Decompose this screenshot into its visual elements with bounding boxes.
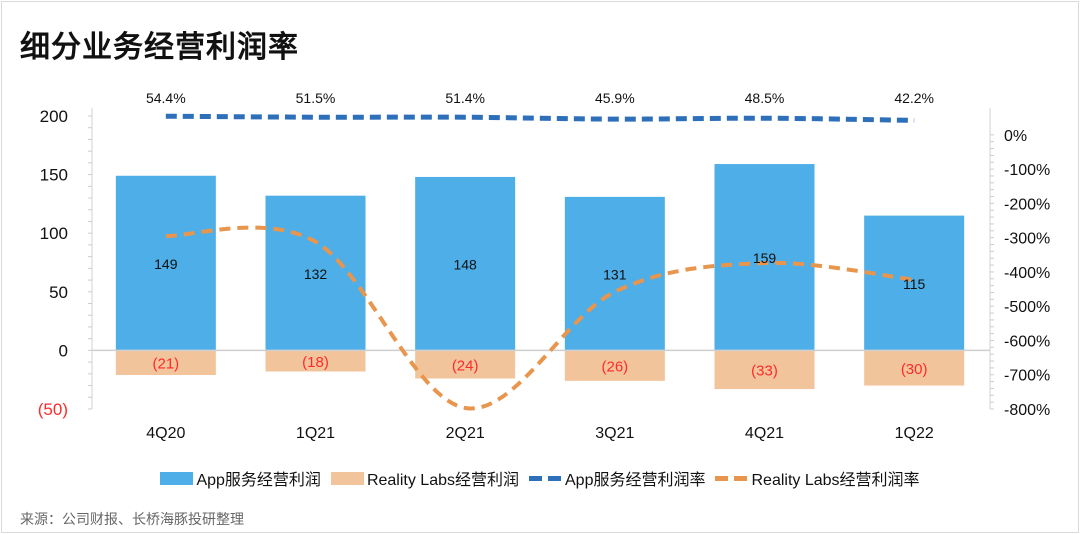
x-tick-label: 4Q20	[146, 425, 185, 442]
legend-swatch	[529, 475, 562, 481]
data-label-rl-profit: (21)	[152, 356, 179, 373]
x-tick-label: 1Q22	[895, 425, 934, 442]
data-label-app-margin: 51.5%	[296, 90, 336, 106]
data-label-app-profit: 115	[903, 276, 926, 292]
y2-tick-label: -300%	[1004, 231, 1050, 248]
legend-item-app-profit: App服务经营利润	[160, 466, 321, 490]
data-label-rl-profit: (30)	[901, 361, 928, 378]
y-tick-label: 150	[40, 166, 68, 185]
data-label-app-profit: 132	[304, 266, 328, 282]
y-tick-label: 200	[40, 107, 68, 126]
x-tick-label: 3Q21	[595, 425, 634, 442]
y2-tick-label: -500%	[1004, 299, 1050, 316]
data-label-rl-profit: (18)	[302, 354, 329, 371]
data-label-app-margin: 48.5%	[745, 90, 785, 106]
legend-item-rl-margin: Reality Labs经营利润率	[715, 466, 920, 490]
data-label-app-profit: 149	[154, 256, 178, 272]
y2-tick-label: -700%	[1004, 368, 1050, 385]
y2-tick-label: -200%	[1004, 196, 1050, 213]
x-tick-label: 4Q21	[745, 425, 784, 442]
data-label-app-margin: 54.4%	[146, 90, 186, 106]
y-tick-label: 100	[40, 224, 68, 243]
bar-rl-profit	[714, 350, 815, 390]
chart-title: 细分业务经营利润率	[20, 30, 299, 65]
y-tick-label: (50)	[38, 400, 68, 419]
legend-item-rl-profit: Reality Labs经营利润	[330, 466, 519, 490]
data-label-app-profit: 159	[753, 250, 777, 266]
legend-swatch	[330, 471, 364, 485]
legend-label: Reality Labs经营利润率	[751, 472, 920, 489]
y2-tick-label: -800%	[1004, 402, 1050, 419]
y-tick-label: 0	[59, 341, 68, 360]
legend: App服务经营利润 Reality Labs经营利润 App服务经营利润率 Re…	[0, 466, 1080, 490]
legend-label: App服务经营利润率	[565, 472, 706, 489]
bar-rl-profit	[115, 350, 216, 376]
bar-rl-profit	[265, 350, 366, 372]
x-tick-label: 1Q21	[296, 425, 335, 442]
data-label-app-profit: 148	[453, 257, 477, 273]
data-label-app-margin: 45.9%	[595, 90, 635, 106]
y2-tick-label: -600%	[1004, 333, 1050, 350]
legend-label: App服务经营利润	[196, 472, 321, 489]
bar-rl-profit	[564, 350, 665, 381]
bar-rl-profit	[864, 350, 965, 386]
legend-swatch	[715, 475, 749, 481]
y2-tick-label: -100%	[1004, 162, 1050, 179]
legend-swatch	[160, 471, 194, 485]
y2-tick-label: -400%	[1004, 265, 1050, 282]
data-label-app-margin: 42.2%	[894, 90, 934, 106]
bar-app-profit	[714, 164, 815, 351]
bar-app-profit	[115, 175, 216, 351]
line-app-margin	[165, 113, 915, 123]
y2-tick-label: 0%	[1004, 128, 1027, 145]
data-label-app-profit: 131	[603, 267, 627, 283]
bar-app-profit	[415, 176, 516, 351]
bar-app-profit	[564, 196, 665, 351]
bar-app-profit	[864, 215, 965, 351]
data-label-rl-profit: (26)	[601, 359, 628, 376]
x-tick-label: 2Q21	[446, 425, 485, 442]
source-note: 来源：公司财报、长桥海豚投研整理	[20, 511, 244, 527]
y-tick-label: 50	[49, 283, 68, 302]
data-label-rl-profit: (24)	[452, 357, 479, 374]
legend-item-app-margin: App服务经营利润率	[529, 466, 705, 490]
data-label-app-margin: 51.4%	[445, 90, 485, 106]
legend-label: Reality Labs经营利润	[366, 472, 519, 489]
data-label-rl-profit: (33)	[751, 363, 778, 380]
bar-rl-profit	[415, 350, 516, 379]
